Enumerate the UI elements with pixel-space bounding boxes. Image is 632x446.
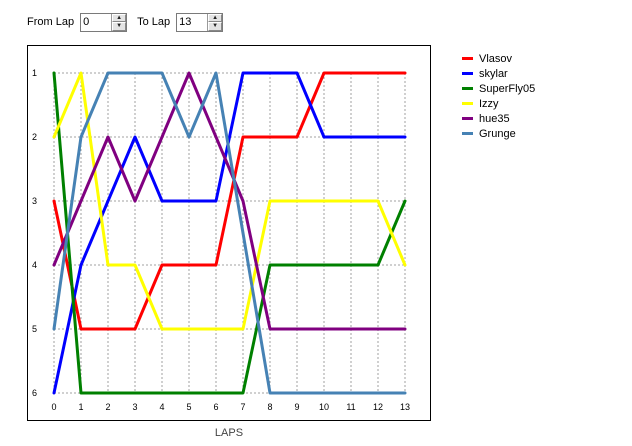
x-tick-label: 6 (213, 402, 218, 412)
x-tick-label: 10 (319, 402, 329, 412)
from-lap-spinner: ▲ ▼ (80, 12, 128, 32)
x-tick-label: 3 (132, 402, 137, 412)
legend-item-superfly05: SuperFly05 (462, 81, 535, 96)
x-tick-label: 0 (51, 402, 56, 412)
y-tick-label: 5 (32, 324, 37, 334)
legend-swatch (462, 57, 473, 60)
series-lines (52, 71, 407, 395)
x-tick-label: 13 (400, 402, 410, 412)
legend-item-hue35: hue35 (462, 111, 535, 126)
series-line-grunge (52, 71, 407, 395)
legend-label: hue35 (479, 112, 510, 125)
y-tick-label: 1 (32, 68, 37, 78)
from-lap-up-arrow-icon[interactable]: ▲ (112, 13, 127, 22)
x-tick-label: 11 (346, 402, 355, 412)
x-tick-label: 9 (294, 402, 299, 412)
to-lap-spin-buttons: ▲ ▼ (207, 13, 223, 31)
legend-swatch (462, 72, 473, 75)
x-tick-label: 12 (373, 402, 383, 412)
from-lap-spin-buttons: ▲ ▼ (111, 13, 127, 31)
to-lap-label: To Lap (137, 16, 171, 28)
legend-item-izzy: Izzy (462, 96, 535, 111)
legend-label: Vlasov (479, 52, 513, 65)
y-axis-ticks: 1 2 3 4 5 6 (32, 68, 37, 398)
legend-label: skylar (479, 67, 508, 80)
y-tick-label: 3 (32, 196, 37, 206)
series-line-hue35 (52, 71, 407, 331)
legend-swatch (462, 132, 473, 135)
x-axis-label: LAPS (214, 427, 244, 439)
to-lap-up-arrow-icon[interactable]: ▲ (208, 13, 223, 22)
to-lap-input[interactable] (177, 13, 208, 31)
chart-legend: Vlasov skylar SuperFly05 Izzy hue35 Grunge (462, 51, 535, 141)
x-tick-label: 1 (78, 402, 83, 412)
legend-item-grunge: Grunge (462, 126, 535, 141)
x-tick-label: 2 (105, 402, 110, 412)
y-tick-label: 4 (32, 260, 37, 270)
from-lap-label: From Lap (27, 16, 75, 28)
from-lap-input[interactable] (81, 13, 112, 31)
legend-swatch (462, 117, 473, 120)
x-tick-label: 4 (159, 402, 164, 412)
x-tick-label: 7 (240, 402, 245, 412)
chart-grid (53, 72, 406, 394)
y-tick-label: 2 (32, 132, 37, 142)
series-line-izzy (52, 71, 407, 331)
legend-label: Izzy (479, 97, 499, 110)
legend-label: Grunge (479, 127, 516, 140)
series-line-superfly05 (52, 71, 407, 395)
legend-item-vlasov: Vlasov (462, 51, 535, 66)
series-line-vlasov (52, 71, 407, 331)
x-tick-label: 8 (267, 402, 272, 412)
to-lap-spinner: ▲ ▼ (176, 12, 224, 32)
x-axis-ticks: 0 1 2 3 4 5 6 7 8 9 10 11 12 13 (51, 402, 410, 412)
series-line-skylar (52, 71, 407, 395)
legend-swatch (462, 87, 473, 90)
x-tick-label: 5 (186, 402, 191, 412)
legend-swatch (462, 102, 473, 105)
y-tick-label: 6 (32, 388, 37, 398)
lap-range-controls: From Lap ▲ ▼ To Lap ▲ ▼ (27, 12, 224, 32)
legend-label: SuperFly05 (479, 82, 536, 95)
from-lap-down-arrow-icon[interactable]: ▼ (112, 22, 127, 31)
legend-item-skylar: skylar (462, 66, 535, 81)
to-lap-down-arrow-icon[interactable]: ▼ (208, 22, 223, 31)
